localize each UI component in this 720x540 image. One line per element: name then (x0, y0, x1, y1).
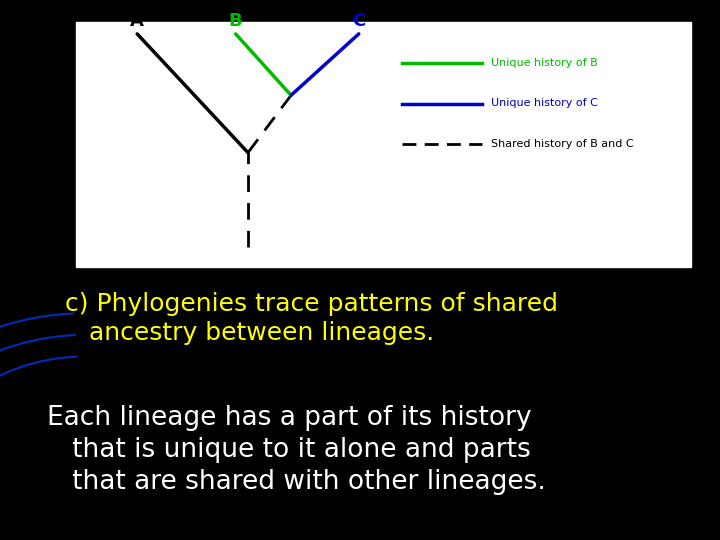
Text: Unique history of B: Unique history of B (491, 58, 598, 68)
Text: C: C (352, 12, 366, 30)
Text: c) Phylogenies trace patterns of shared
   ancestry between lineages.: c) Phylogenies trace patterns of shared … (65, 292, 558, 345)
Text: Each lineage has a part of its history
   that is unique to it alone and parts
 : Each lineage has a part of its history t… (47, 405, 546, 495)
Text: Unique history of C: Unique history of C (491, 98, 598, 109)
Text: A: A (130, 12, 144, 30)
Text: B: B (229, 12, 243, 30)
Text: Shared history of B and C: Shared history of B and C (491, 139, 634, 150)
